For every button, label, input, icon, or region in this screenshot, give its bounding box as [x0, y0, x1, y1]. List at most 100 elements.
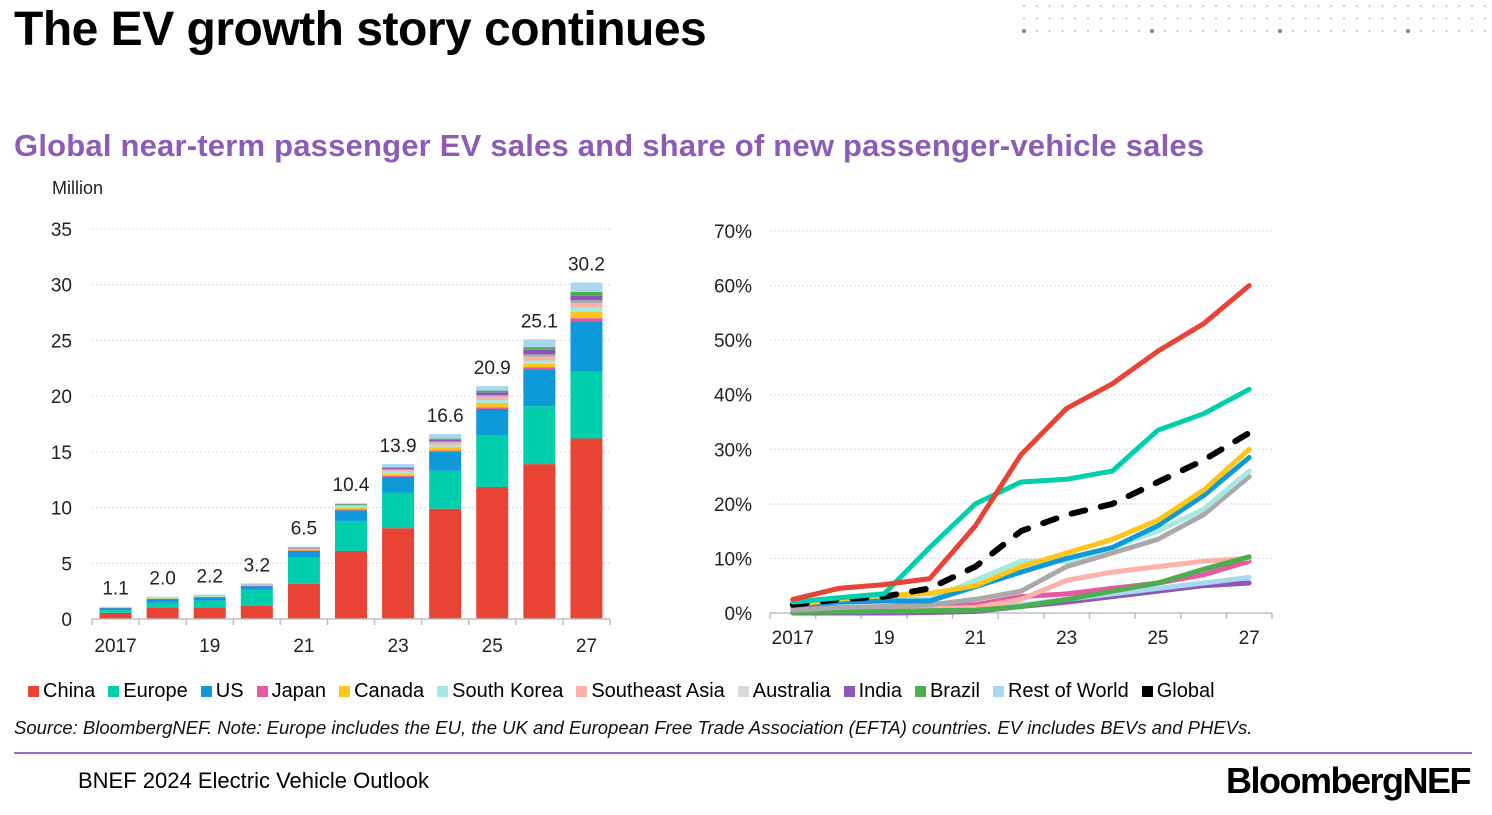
x-tick-label: 23 [1056, 628, 1077, 649]
bar-segment-canada [193, 596, 226, 598]
decorative-dot [1176, 5, 1179, 7]
x-tick-label: 25 [1147, 628, 1168, 649]
decorative-dot [1317, 30, 1320, 32]
line-series-brazil [790, 554, 1252, 615]
bar-segment-south-korea [146, 597, 179, 599]
decorative-dot [1125, 5, 1128, 7]
decorative-dot [1253, 17, 1256, 20]
bar-segment-canada [382, 473, 415, 476]
bar-segment-japan [193, 597, 226, 598]
decorative-dot [1035, 5, 1038, 7]
bar-segment-canada [429, 447, 462, 451]
decorative-dot [1330, 17, 1333, 20]
bar-segment-japan [476, 407, 509, 409]
bar-segment-brazil [570, 291, 603, 296]
bar-segment-japan [334, 509, 368, 511]
legend-label: South Korea [452, 680, 564, 702]
legend-swatch [576, 686, 588, 697]
bar-segment-rest-of-world [476, 386, 509, 391]
decorative-dot [1368, 30, 1371, 32]
bar-segment-us [476, 408, 509, 436]
x-tick-label: 21 [965, 628, 986, 649]
bar-segment-china [146, 607, 179, 619]
bar-segment-us [570, 321, 603, 372]
bar-segment-canada [287, 549, 320, 551]
legend-label: Rest of World [1007, 680, 1129, 702]
decorative-dot [1023, 5, 1025, 7]
legend-item-south-korea: South Korea [437, 680, 563, 703]
chart-subtitle: Global near-term passenger EV sales and … [14, 128, 1205, 163]
decorative-dot [1458, 5, 1461, 7]
bar-segment-rest-of-world [240, 583, 273, 585]
x-tick-label: 2017 [772, 628, 814, 649]
decorative-dot [1458, 30, 1461, 32]
decorative-dot [1074, 30, 1077, 32]
legend-swatch [339, 686, 351, 697]
bar-segment-rest-of-world [146, 596, 179, 598]
bar-segment-australia [476, 395, 509, 397]
decorative-dot [1483, 5, 1486, 7]
line-series-europe [790, 386, 1252, 605]
decorative-dot [1048, 5, 1051, 7]
bar-total-label: 16.6 [427, 406, 464, 427]
decorative-dot [1151, 17, 1153, 20]
y-tick-label: 20 [51, 387, 72, 408]
y-tick-label: 40% [714, 386, 752, 407]
decorative-dot [1266, 30, 1269, 32]
bar-segment-japan [382, 475, 415, 477]
decorative-dot [1458, 17, 1461, 20]
bar-segment-us [146, 598, 179, 603]
bar-segment-south-korea [287, 548, 320, 550]
decorative-dot [1087, 5, 1089, 7]
bar-segment-us [240, 586, 273, 590]
decorative-dot [1304, 17, 1307, 20]
bar-segment-brazil [429, 438, 462, 440]
bar-segment-europe [382, 492, 415, 529]
bar-total-label: 2.0 [149, 569, 175, 590]
bar-segment-japan [523, 367, 556, 370]
bar-segment-rest-of-world [287, 546, 320, 548]
decorative-dot [1343, 30, 1345, 32]
bar-segment-china [240, 605, 273, 619]
decorative-dot [1445, 5, 1448, 7]
decorative-dot [1087, 30, 1089, 32]
bar-segment-australia [334, 504, 368, 506]
legend-item-brazil: Brazil [914, 680, 980, 703]
decorative-dot [1483, 30, 1486, 32]
bar-segment-china [382, 528, 415, 619]
decorative-dot [1407, 17, 1409, 20]
decorative-dot [1163, 17, 1166, 20]
decorative-dot [1355, 17, 1358, 20]
bar-segment-rest-of-world [193, 594, 226, 597]
decorative-dot [1202, 5, 1205, 7]
bar-segment-china [523, 464, 556, 619]
bar-total-label: 25.1 [521, 311, 558, 332]
legend-swatch [28, 686, 39, 697]
decorative-dot [1291, 30, 1294, 32]
bar-segment-brazil [287, 547, 320, 549]
line-series-china [790, 283, 1252, 602]
x-tick-label: 19 [199, 636, 220, 657]
x-tick-label: 23 [388, 636, 409, 657]
decorative-dot [1445, 17, 1448, 20]
stacked-bar-chart-ev-sales: Million 0 5 10 15 20 25 30 35 2017 19 21 23 25 27 1.1 2… [51, 178, 611, 657]
decorative-dot [1432, 17, 1435, 20]
decorative-dot [1227, 5, 1230, 7]
decorative-dot [1099, 30, 1102, 32]
decorative-dot [1368, 5, 1371, 7]
bar-segment-brazil [334, 504, 368, 505]
decorative-dot [1061, 30, 1064, 32]
decorative-dot [1317, 5, 1320, 7]
bar-segment-brazil [476, 390, 509, 393]
decorative-dot [1432, 5, 1435, 7]
decorative-dot [1407, 5, 1409, 7]
decorative-dot [1291, 17, 1294, 20]
legend-label: India [858, 680, 902, 702]
y-tick-label: 30% [714, 440, 752, 461]
decorative-dot [1330, 5, 1333, 7]
decorative-dot [1381, 17, 1384, 20]
decorative-dot [1189, 5, 1192, 7]
bar-segment-us [523, 369, 556, 407]
decorative-dot [1099, 17, 1102, 20]
y-tick-label: 35 [51, 220, 72, 241]
